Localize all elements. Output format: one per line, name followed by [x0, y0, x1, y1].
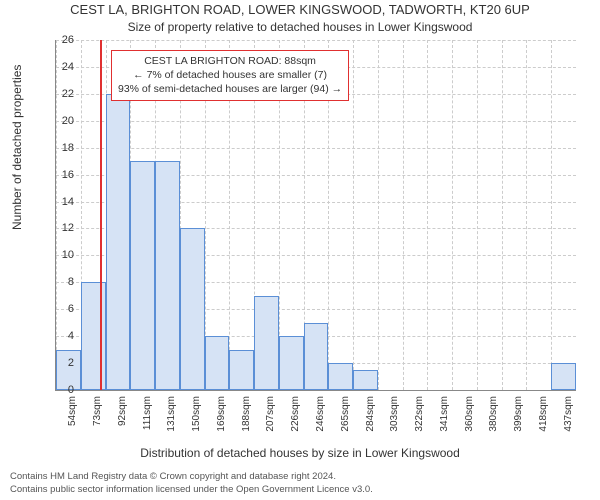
y-tick-label: 8 — [50, 276, 74, 288]
y-tick-label: 2 — [50, 357, 74, 369]
histogram-bar — [304, 323, 329, 390]
y-axis-label: Number of detached properties — [10, 65, 24, 230]
y-tick-label: 26 — [50, 34, 74, 46]
x-axis-label: Distribution of detached houses by size … — [0, 446, 600, 460]
histogram-bar — [180, 228, 205, 390]
y-tick-label: 12 — [50, 222, 74, 234]
histogram-bar — [353, 370, 378, 390]
plot-area: CEST LA BRIGHTON ROAD: 88sqm← 7% of deta… — [55, 40, 575, 390]
x-tick-label: 246sqm — [315, 396, 326, 436]
gridline-h — [56, 121, 576, 122]
x-tick-label: 284sqm — [365, 396, 376, 436]
x-tick-label: 360sqm — [464, 396, 475, 436]
x-tick-label: 54sqm — [67, 396, 78, 436]
gridline-v — [403, 40, 404, 390]
x-tick-label: 188sqm — [241, 396, 252, 436]
x-tick-label: 418sqm — [538, 396, 549, 436]
x-tick-label: 73sqm — [92, 396, 103, 436]
annotation-box: CEST LA BRIGHTON ROAD: 88sqm← 7% of deta… — [111, 50, 349, 101]
x-tick-label: 92sqm — [117, 396, 128, 436]
gridline-v — [526, 40, 527, 390]
x-tick-label: 226sqm — [290, 396, 301, 436]
property-marker-line — [100, 40, 102, 390]
histogram-bar — [130, 161, 155, 390]
gridline-v — [477, 40, 478, 390]
x-tick-label: 399sqm — [513, 396, 524, 436]
x-tick-label: 303sqm — [389, 396, 400, 436]
x-tick-label: 131sqm — [166, 396, 177, 436]
histogram-bar — [279, 336, 304, 390]
footer-line-2: Contains public sector information licen… — [10, 484, 373, 496]
x-tick-label: 111sqm — [142, 396, 153, 436]
y-tick-label: 18 — [50, 142, 74, 154]
gridline-v — [502, 40, 503, 390]
chart-container: CEST LA, BRIGHTON ROAD, LOWER KINGSWOOD,… — [0, 0, 600, 500]
histogram-bar — [229, 350, 254, 390]
histogram-bar — [155, 161, 180, 390]
gridline-v — [378, 40, 379, 390]
chart-subtitle: Size of property relative to detached ho… — [0, 20, 600, 34]
gridline-v — [452, 40, 453, 390]
x-tick-label: 207sqm — [265, 396, 276, 436]
chart-title: CEST LA, BRIGHTON ROAD, LOWER KINGSWOOD,… — [0, 2, 600, 17]
histogram-bar — [106, 94, 131, 390]
footer-attribution: Contains HM Land Registry data © Crown c… — [10, 471, 373, 496]
y-tick-label: 4 — [50, 330, 74, 342]
y-tick-label: 16 — [50, 169, 74, 181]
histogram-bar — [551, 363, 576, 390]
x-tick-label: 265sqm — [340, 396, 351, 436]
y-tick-label: 20 — [50, 115, 74, 127]
gridline-v — [551, 40, 552, 390]
gridline-v — [427, 40, 428, 390]
annotation-line-1: CEST LA BRIGHTON ROAD: 88sqm — [118, 54, 342, 68]
x-tick-label: 150sqm — [191, 396, 202, 436]
gridline-v — [353, 40, 354, 390]
histogram-bar — [328, 363, 353, 390]
x-tick-label: 437sqm — [563, 396, 574, 436]
y-tick-label: 14 — [50, 196, 74, 208]
histogram-bar — [254, 296, 279, 390]
histogram-bar — [205, 336, 230, 390]
x-tick-label: 322sqm — [414, 396, 425, 436]
x-tick-label: 341sqm — [439, 396, 450, 436]
x-tick-label: 169sqm — [216, 396, 227, 436]
gridline-h — [56, 148, 576, 149]
y-tick-label: 24 — [50, 61, 74, 73]
footer-line-1: Contains HM Land Registry data © Crown c… — [10, 471, 373, 483]
annotation-line-3: 93% of semi-detached houses are larger (… — [118, 82, 342, 96]
y-tick-label: 10 — [50, 249, 74, 261]
annotation-line-2: ← 7% of detached houses are smaller (7) — [118, 68, 342, 82]
gridline-h — [56, 40, 576, 41]
y-tick-label: 22 — [50, 88, 74, 100]
y-tick-label: 6 — [50, 303, 74, 315]
x-tick-label: 380sqm — [488, 396, 499, 436]
y-tick-label: 0 — [50, 384, 74, 396]
